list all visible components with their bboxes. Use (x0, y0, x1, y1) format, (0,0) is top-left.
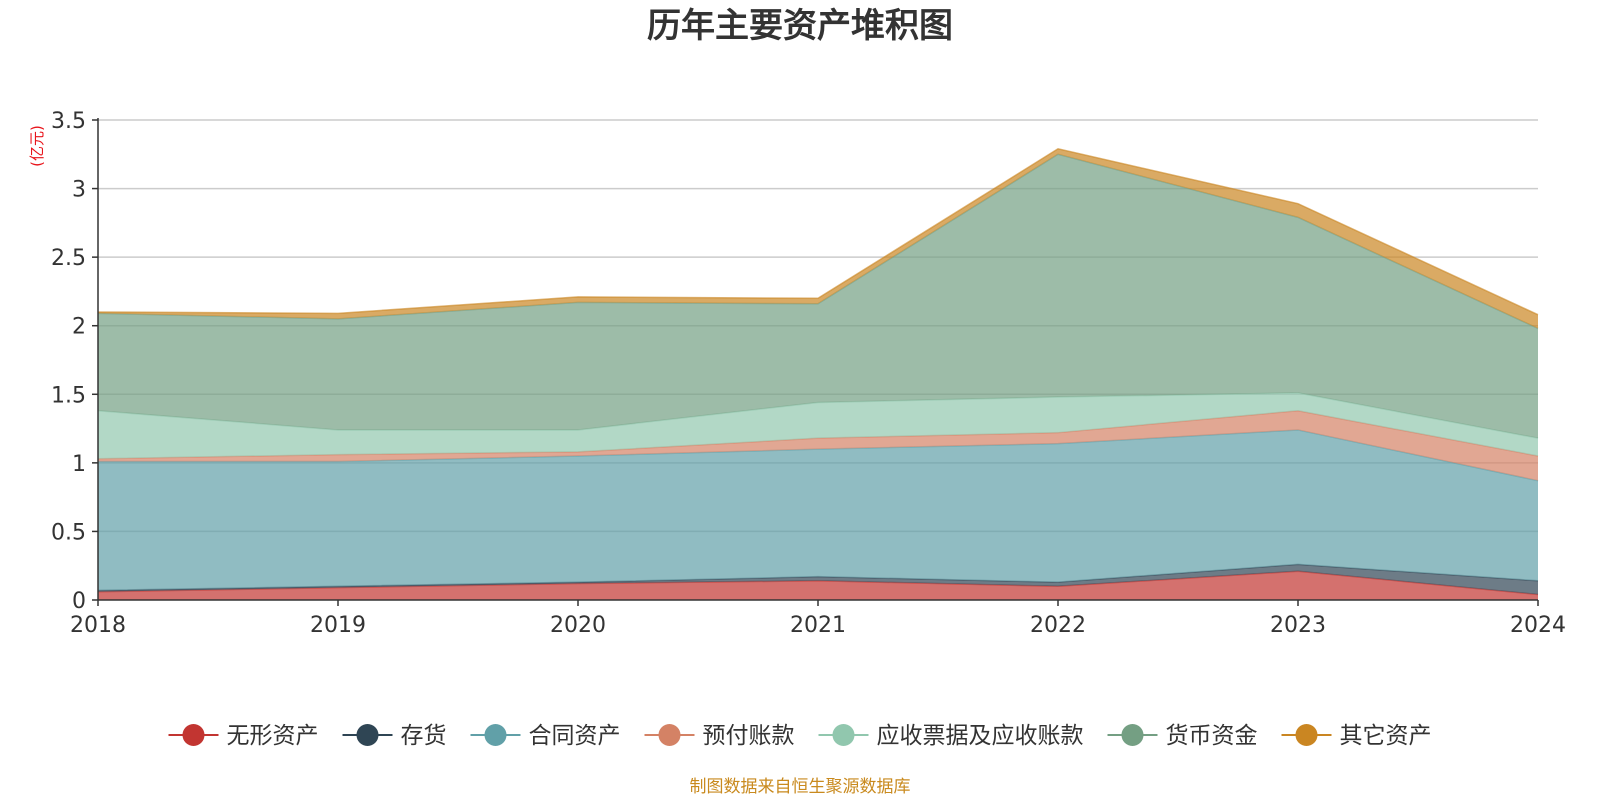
y-tick-label: 1.5 (51, 383, 86, 408)
legend-item-5[interactable]: 应收票据及应收账款 (818, 723, 1084, 749)
x-tick-label: 2024 (1510, 613, 1566, 638)
area-series-2 (98, 564, 1538, 595)
x-tick-label: 2023 (1270, 613, 1326, 638)
legend-marker (1121, 724, 1144, 746)
area-series-1 (98, 571, 1538, 600)
legend-label: 预付账款 (703, 723, 795, 749)
area-series-2-line (97, 563, 1539, 592)
x-tick-label: 2018 (70, 613, 126, 638)
legend-marker (658, 724, 681, 746)
y-tick-label: 2 (72, 315, 86, 340)
legend-marker (356, 724, 379, 746)
legend-label: 货币资金 (1166, 723, 1258, 749)
area-series-group (97, 147, 1539, 600)
area-series-3 (98, 429, 1538, 591)
source-note: 制图数据来自恒生聚源数据库 (690, 777, 911, 797)
x-tick-label: 2021 (790, 613, 846, 638)
y-tick-label: 2.5 (51, 246, 86, 271)
x-tick-label: 2020 (550, 613, 606, 638)
legend-marker (832, 724, 855, 746)
x-tick-label: 2019 (310, 613, 366, 638)
legend-label: 无形资产 (227, 723, 319, 749)
legend-label: 合同资产 (529, 723, 621, 749)
area-series-5 (98, 392, 1538, 459)
y-tick-label: 3 (72, 178, 86, 203)
area-series-4 (98, 410, 1538, 481)
legend-item-7[interactable]: 其它资产 (1281, 723, 1432, 749)
y-tick-label: 1 (72, 452, 86, 477)
legend-item-3[interactable]: 合同资产 (470, 723, 621, 749)
axes: 0 0.5 1 1.5 2 2.5 3 3.5 2018 2019 2020 2021 2022 2023… (51, 109, 1566, 638)
y-tick-label: 0.5 (51, 520, 86, 545)
y-axis-unit-label: (亿元) (28, 125, 46, 167)
area-series-7-line (97, 147, 1539, 316)
chart-title: 历年主要资产堆积图 (647, 6, 953, 46)
legend-label: 其它资产 (1340, 723, 1432, 749)
legend-item-2[interactable]: 存货 (342, 723, 447, 749)
legend-label: 存货 (401, 723, 447, 749)
legend-item-6[interactable]: 货币资金 (1107, 723, 1258, 749)
y-tick-label: 0 (72, 589, 86, 614)
legend-marker (484, 724, 507, 746)
legend-item-1[interactable]: 无形资产 (168, 723, 319, 749)
area-series-3-line (98, 429, 1539, 482)
legend-label: 应收票据及应收账款 (877, 723, 1084, 749)
area-series-6 (98, 154, 1538, 439)
legend-marker (1295, 724, 1318, 746)
legend-item-4[interactable]: 预付账款 (644, 723, 795, 749)
legend[interactable]: 无形资产 存货 合同资产 预付账款 应收票据及应收账款 货币资金 其它资产 (168, 723, 1432, 749)
x-tick-label: 2022 (1030, 613, 1086, 638)
y-tick-label: 3.5 (51, 109, 86, 134)
legend-marker (182, 724, 205, 746)
